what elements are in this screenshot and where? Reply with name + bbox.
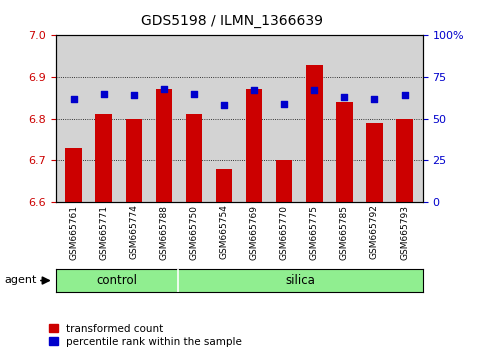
Point xyxy=(311,87,318,93)
Bar xyxy=(396,119,413,202)
Point xyxy=(220,102,228,108)
Point xyxy=(370,96,378,102)
Bar xyxy=(216,169,232,202)
Bar xyxy=(276,160,293,202)
Text: silica: silica xyxy=(285,274,315,287)
Bar xyxy=(366,123,383,202)
Point xyxy=(250,87,258,93)
Point xyxy=(190,91,198,97)
Bar xyxy=(156,90,172,202)
Point xyxy=(70,96,77,102)
Text: agent: agent xyxy=(5,275,37,285)
Bar xyxy=(96,114,112,202)
Point xyxy=(100,91,108,97)
Bar xyxy=(126,119,142,202)
Text: GDS5198 / ILMN_1366639: GDS5198 / ILMN_1366639 xyxy=(141,14,323,28)
Point xyxy=(160,86,168,91)
Bar xyxy=(185,114,202,202)
Text: control: control xyxy=(96,274,137,287)
Bar xyxy=(65,148,82,202)
Point xyxy=(341,94,348,100)
Legend: transformed count, percentile rank within the sample: transformed count, percentile rank withi… xyxy=(49,324,242,347)
Bar xyxy=(306,64,323,202)
Point xyxy=(401,92,409,98)
Bar xyxy=(336,102,353,202)
Point xyxy=(130,92,138,98)
Bar xyxy=(246,90,262,202)
Point xyxy=(280,101,288,107)
